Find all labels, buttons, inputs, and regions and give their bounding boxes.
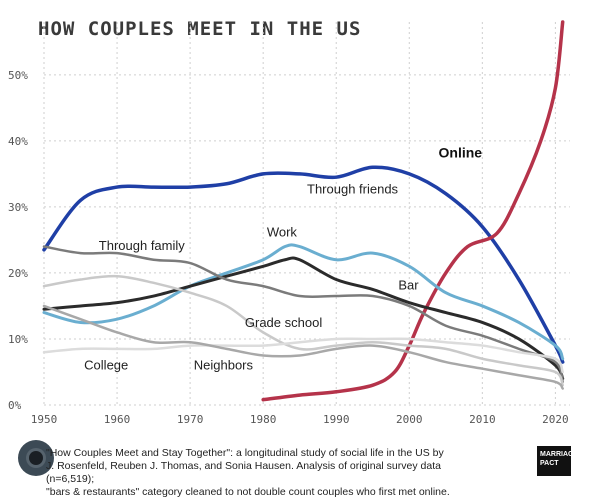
x-tick-label: 2020 [542, 413, 569, 426]
x-tick-label: 1970 [177, 413, 204, 426]
y-tick-label: 30% [8, 201, 28, 214]
source-note: "How Couples Meet and Stay Together": a … [46, 447, 486, 499]
y-tick-label: 20% [8, 267, 28, 280]
x-tick-label: 1980 [250, 413, 277, 426]
series-line-through-friends [42, 165, 565, 364]
series-labels: Online Through friends Through family Work B… [84, 144, 482, 372]
series-line-bar [42, 256, 565, 381]
y-tick-label: 40% [8, 135, 28, 148]
series-line-grade-school [42, 274, 564, 387]
source-line-3: "bars & restaurants" category cleaned to… [46, 486, 450, 498]
series-line-neighbors [42, 304, 564, 390]
series-label-neighbors: Neighbors [194, 357, 254, 372]
series-label-through-family: Through family [99, 238, 185, 253]
series-line-through-family [42, 245, 564, 384]
y-tick-label: 0% [8, 399, 22, 412]
x-tick-label: 1960 [104, 413, 131, 426]
x-axis-ticks: 1950 1960 1970 1980 1990 2000 2010 2020 [31, 413, 569, 426]
series-lines [42, 20, 565, 402]
marriage-pact-logo: MARRIAGE PACT [537, 446, 578, 476]
y-axis-ticks: 0% 10% 20% 30% 40% 50% [8, 69, 28, 412]
series-line-work [42, 243, 565, 361]
y-tick-label: 50% [8, 69, 28, 82]
series-label-bar: Bar [398, 277, 419, 292]
series-line-college [42, 337, 564, 374]
x-tick-label: 1950 [31, 413, 58, 426]
source-line-1: "How Couples Meet and Stay Together": a … [46, 447, 444, 459]
series-label-work: Work [267, 225, 298, 240]
line-chart: 0% 10% 20% 30% 40% 50% 1950 1960 1970 1980 1990 20… [8, 20, 570, 426]
x-tick-label: 1990 [323, 413, 350, 426]
chart-title: HOW COUPLES MEET IN THE US [38, 18, 362, 40]
grid [43, 22, 570, 406]
series-label-through-friends: Through friends [307, 182, 399, 197]
source-line-2: J. Rosenfeld, Reuben J. Thomas, and Soni… [46, 460, 441, 485]
series-label-online: Online [439, 144, 483, 160]
x-tick-label: 2000 [396, 413, 423, 426]
series-label-college: College [84, 357, 128, 372]
series-line-online [261, 20, 565, 402]
series-label-grade-school: Grade school [245, 315, 322, 330]
y-tick-label: 10% [8, 333, 28, 346]
camera-lens-icon [18, 440, 54, 476]
x-tick-label: 2010 [469, 413, 496, 426]
